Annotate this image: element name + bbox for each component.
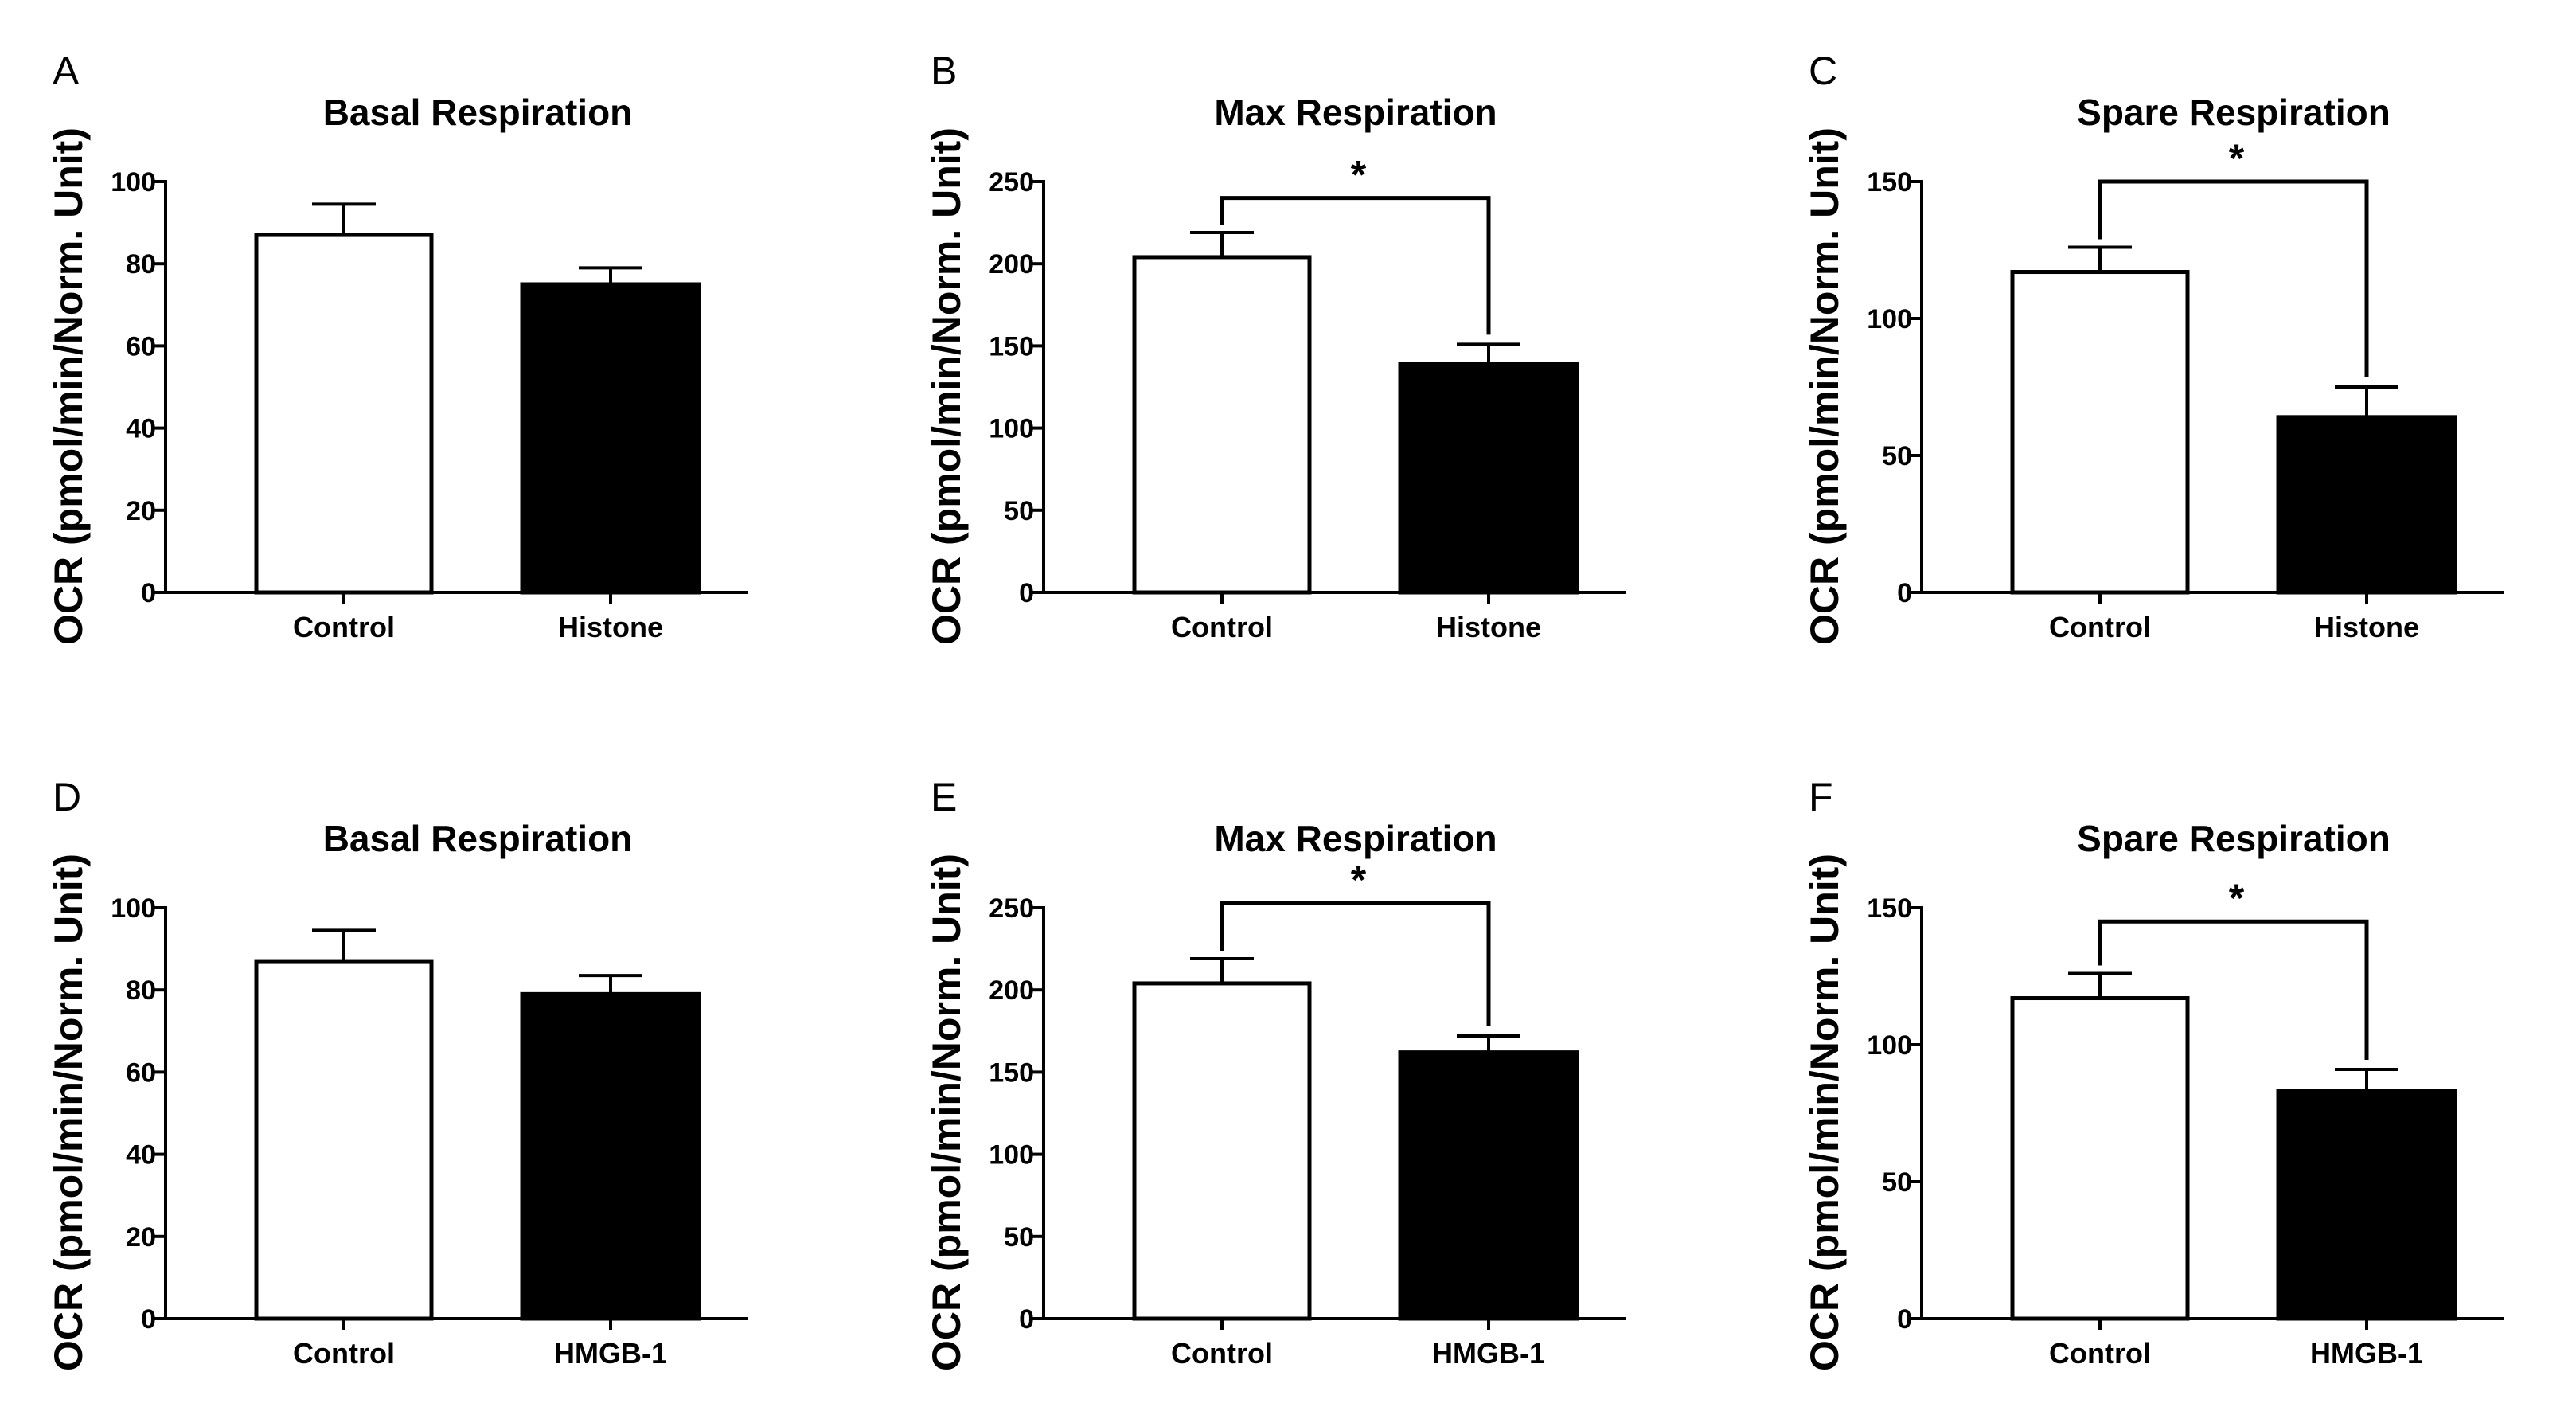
chart-title: Spare Respiration <box>2077 818 2391 859</box>
panel-letter: C <box>1809 49 1837 93</box>
y-tick-label: 150 <box>1867 893 1912 924</box>
chart-panel-d: D Basal Respiration OCR (pmol/min/Norm. Un… <box>46 775 748 1371</box>
panel-letter: E <box>931 775 957 819</box>
bar-histone <box>520 282 701 595</box>
category-label: Control <box>1171 611 1273 643</box>
category-label: Control <box>293 611 395 643</box>
y-tick-label: 50 <box>1882 441 1912 471</box>
y-tick-label: 100 <box>989 1140 1034 1171</box>
bar-control <box>254 233 434 595</box>
y-tick-label: 80 <box>126 975 156 1006</box>
category-label: Control <box>1171 1337 1273 1370</box>
significance-bracket <box>2098 919 2369 1060</box>
bar-control <box>2010 996 2190 1321</box>
bar-hmgb-1 <box>1398 1050 1579 1321</box>
y-tick-label: 150 <box>989 1057 1034 1088</box>
y-tick-label: 0 <box>141 1304 156 1335</box>
y-tick-label: 80 <box>126 249 156 279</box>
chart-title: Spare Respiration <box>2077 92 2391 133</box>
category-label: HMGB-1 <box>2310 1337 2423 1370</box>
y-tick-label: 20 <box>126 496 156 526</box>
y-tick-label: 100 <box>111 167 156 197</box>
category-label: Histone <box>1436 611 1541 643</box>
bar-control <box>254 959 434 1321</box>
panel-letter: F <box>1809 775 1833 819</box>
y-tick-label: 0 <box>1897 1304 1912 1335</box>
category-label: Control <box>293 1337 395 1370</box>
y-tick-label: 200 <box>989 975 1034 1006</box>
y-tick-label: 0 <box>141 578 156 608</box>
y-tick-label: 250 <box>989 893 1034 924</box>
y-tick-label: 150 <box>989 331 1034 362</box>
y-tick-label: 0 <box>1897 578 1912 608</box>
chart-title: Basal Respiration <box>323 92 633 133</box>
category-label: HMGB-1 <box>1432 1337 1545 1370</box>
bar-hmgb-1 <box>2276 1089 2457 1321</box>
significance-bracket <box>1220 196 1491 335</box>
chart-panel-c: C Spare Respiration OCR (pmol/min/Norm. Un… <box>1802 49 2504 645</box>
y-tick-label: 50 <box>1004 1222 1034 1253</box>
panel-letter: D <box>53 775 81 819</box>
bar-histone <box>1398 362 1579 595</box>
category-label: Histone <box>2314 611 2419 643</box>
chart-panel-e: E Max Respiration OCR (pmol/min/Norm. Unit… <box>924 775 1626 1371</box>
chart-panel-a: A Basal Respiration OCR (pmol/min/Norm. Un… <box>46 49 748 645</box>
bar-control <box>1132 255 1312 595</box>
significance-star: * <box>1351 153 1367 197</box>
y-tick-label: 150 <box>1867 167 1912 197</box>
y-axis-label: OCR (pmol/min/Norm. Unit) <box>46 854 91 1371</box>
category-label: Control <box>2049 611 2151 643</box>
y-axis-label: OCR (pmol/min/Norm. Unit) <box>1802 854 1847 1371</box>
y-tick-label: 40 <box>126 414 156 444</box>
y-tick-label: 40 <box>126 1140 156 1171</box>
bar-control <box>1132 981 1312 1321</box>
y-tick-label: 250 <box>989 167 1034 197</box>
category-label: HMGB-1 <box>554 1337 667 1370</box>
category-label: Control <box>2049 1337 2151 1370</box>
panel-letter: B <box>931 49 957 93</box>
y-tick-label: 60 <box>126 331 156 362</box>
chart-panel-f: F Spare Respiration OCR (pmol/min/Norm. Un… <box>1802 775 2504 1371</box>
y-tick-label: 50 <box>1882 1167 1912 1198</box>
category-label: Histone <box>558 611 663 643</box>
y-tick-label: 200 <box>989 249 1034 279</box>
y-tick-label: 60 <box>126 1057 156 1088</box>
y-tick-label: 0 <box>1019 578 1034 608</box>
bar-histone <box>2276 415 2457 595</box>
chart-panel-b: B Max Respiration OCR (pmol/min/Norm. Unit… <box>924 49 1626 645</box>
y-tick-label: 0 <box>1019 1304 1034 1335</box>
bar-control <box>2010 270 2190 595</box>
y-axis-label: OCR (pmol/min/Norm. Unit) <box>46 127 91 645</box>
significance-bracket <box>1220 901 1491 1026</box>
significance-star: * <box>2229 136 2245 181</box>
y-axis-label: OCR (pmol/min/Norm. Unit) <box>1802 127 1847 645</box>
y-tick-label: 100 <box>111 893 156 924</box>
significance-star: * <box>1351 858 1367 902</box>
significance-bracket <box>2098 179 2369 377</box>
y-tick-label: 100 <box>989 414 1034 444</box>
y-tick-label: 20 <box>126 1222 156 1253</box>
chart-title: Basal Respiration <box>323 818 633 859</box>
bar-hmgb-1 <box>520 991 701 1321</box>
chart-title: Max Respiration <box>1214 92 1497 133</box>
y-axis-label: OCR (pmol/min/Norm. Unit) <box>924 127 969 645</box>
y-tick-label: 100 <box>1867 304 1912 334</box>
y-tick-label: 50 <box>1004 496 1034 526</box>
panel-letter: A <box>53 49 80 93</box>
significance-star: * <box>2229 876 2245 921</box>
y-axis-label: OCR (pmol/min/Norm. Unit) <box>924 854 969 1371</box>
chart-title: Max Respiration <box>1214 818 1497 859</box>
y-tick-label: 100 <box>1867 1030 1912 1061</box>
